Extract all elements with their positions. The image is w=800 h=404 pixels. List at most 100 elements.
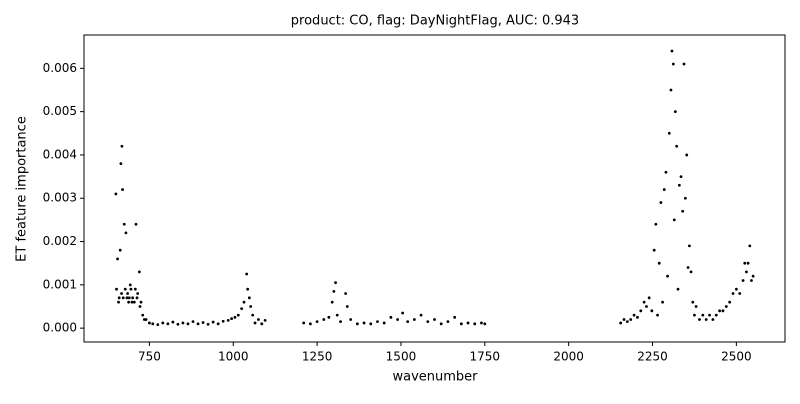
point bbox=[721, 309, 725, 313]
point bbox=[121, 188, 124, 191]
point bbox=[691, 300, 695, 304]
point bbox=[247, 296, 251, 300]
point bbox=[639, 309, 643, 313]
point bbox=[332, 289, 336, 293]
y-tick-label: 0.002 bbox=[43, 234, 77, 248]
point bbox=[191, 320, 195, 324]
point bbox=[136, 292, 140, 295]
point bbox=[632, 313, 636, 317]
point bbox=[681, 209, 685, 213]
point bbox=[698, 318, 701, 321]
point bbox=[728, 300, 732, 304]
point bbox=[127, 296, 131, 300]
x-tick-label: 2500 bbox=[721, 350, 752, 364]
point bbox=[750, 279, 753, 282]
point bbox=[376, 320, 379, 324]
point bbox=[132, 300, 136, 304]
point bbox=[743, 261, 747, 265]
point bbox=[131, 296, 135, 300]
point bbox=[671, 62, 675, 66]
point bbox=[148, 321, 151, 325]
point bbox=[734, 287, 738, 291]
point bbox=[419, 313, 423, 317]
point bbox=[619, 321, 623, 325]
point bbox=[676, 287, 680, 291]
point bbox=[116, 257, 119, 261]
point bbox=[661, 300, 664, 304]
point bbox=[196, 322, 200, 326]
point bbox=[483, 322, 487, 326]
point bbox=[345, 305, 349, 308]
point bbox=[659, 201, 663, 204]
y-axis-label: ET feature importance bbox=[15, 116, 30, 262]
point bbox=[133, 287, 137, 291]
point bbox=[647, 296, 651, 300]
point bbox=[708, 313, 711, 317]
point bbox=[121, 296, 125, 300]
point bbox=[718, 309, 721, 313]
plot-frame bbox=[83, 34, 786, 343]
point bbox=[480, 321, 483, 325]
point bbox=[622, 318, 626, 321]
point bbox=[625, 320, 629, 324]
point bbox=[263, 318, 267, 322]
y-tick-label: 0.004 bbox=[43, 147, 77, 161]
point bbox=[166, 322, 170, 326]
point bbox=[731, 292, 735, 295]
point bbox=[664, 170, 668, 174]
x-tick-label: 2000 bbox=[553, 350, 584, 364]
point bbox=[245, 272, 249, 276]
point bbox=[125, 296, 129, 300]
point bbox=[176, 322, 180, 326]
point bbox=[130, 300, 134, 304]
point bbox=[688, 244, 691, 248]
y-tick-label: 0.003 bbox=[43, 191, 77, 205]
point bbox=[748, 244, 752, 248]
point bbox=[426, 320, 430, 324]
chart-title: product: CO, flag: DayNightFlag, AUC: 0.… bbox=[291, 14, 579, 29]
x-tick-label: 1250 bbox=[302, 350, 333, 364]
point bbox=[473, 322, 477, 326]
point bbox=[115, 287, 118, 291]
point bbox=[119, 162, 123, 166]
point bbox=[123, 287, 127, 291]
point bbox=[117, 296, 121, 300]
point bbox=[657, 261, 661, 265]
point bbox=[240, 307, 244, 311]
point bbox=[711, 318, 715, 321]
point bbox=[129, 287, 133, 291]
point bbox=[171, 320, 175, 324]
point bbox=[683, 196, 687, 200]
point bbox=[151, 322, 155, 326]
point bbox=[672, 218, 676, 222]
y-tick-label: 0.001 bbox=[43, 277, 77, 291]
point bbox=[134, 222, 138, 226]
x-axis-label: wavenumber bbox=[392, 370, 478, 385]
point bbox=[120, 292, 123, 295]
point bbox=[694, 305, 698, 308]
point bbox=[675, 144, 679, 148]
point bbox=[120, 144, 124, 148]
point bbox=[339, 320, 342, 324]
point bbox=[226, 318, 230, 322]
x-tick-label: 2250 bbox=[637, 350, 668, 364]
point bbox=[656, 313, 659, 317]
point bbox=[714, 313, 718, 317]
point bbox=[257, 318, 260, 321]
point bbox=[636, 315, 639, 319]
point bbox=[724, 305, 728, 308]
point bbox=[206, 322, 210, 326]
point bbox=[315, 320, 319, 324]
point bbox=[629, 318, 633, 321]
point bbox=[433, 318, 436, 321]
point bbox=[302, 321, 306, 325]
point bbox=[144, 318, 148, 321]
y-tick-label: 0.000 bbox=[43, 321, 77, 335]
point bbox=[181, 321, 185, 325]
point bbox=[682, 62, 686, 66]
point bbox=[650, 309, 654, 313]
point bbox=[677, 183, 681, 187]
point bbox=[216, 322, 220, 326]
point bbox=[322, 318, 326, 321]
